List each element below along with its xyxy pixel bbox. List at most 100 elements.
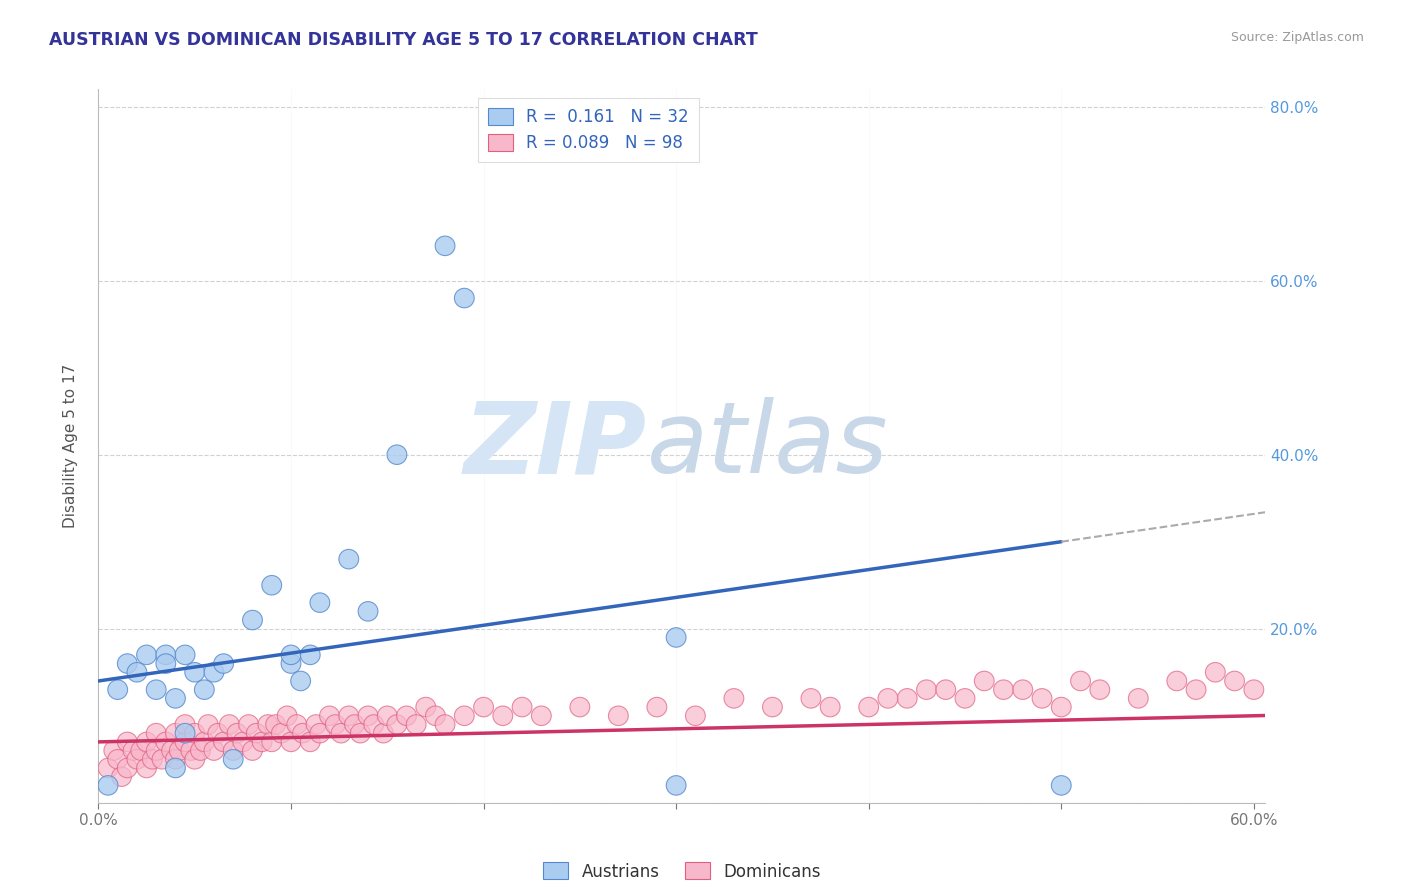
Ellipse shape	[152, 749, 172, 769]
Ellipse shape	[233, 732, 253, 752]
Ellipse shape	[156, 645, 176, 665]
Ellipse shape	[131, 741, 150, 760]
Ellipse shape	[374, 723, 394, 743]
Ellipse shape	[974, 671, 994, 690]
Ellipse shape	[666, 776, 686, 795]
Ellipse shape	[647, 698, 666, 717]
Ellipse shape	[136, 732, 156, 752]
Ellipse shape	[339, 549, 359, 569]
Ellipse shape	[724, 689, 744, 708]
Ellipse shape	[146, 723, 166, 743]
Ellipse shape	[1244, 680, 1264, 699]
Ellipse shape	[301, 732, 321, 752]
Ellipse shape	[184, 723, 205, 743]
Ellipse shape	[156, 732, 176, 752]
Text: AUSTRIAN VS DOMINICAN DISABILITY AGE 5 TO 17 CORRELATION CHART: AUSTRIAN VS DOMINICAN DISABILITY AGE 5 T…	[49, 31, 758, 49]
Ellipse shape	[98, 758, 118, 778]
Ellipse shape	[1032, 689, 1052, 708]
Ellipse shape	[325, 714, 346, 734]
Ellipse shape	[146, 741, 166, 760]
Ellipse shape	[1052, 698, 1071, 717]
Ellipse shape	[1012, 680, 1032, 699]
Ellipse shape	[762, 698, 782, 717]
Ellipse shape	[387, 714, 406, 734]
Ellipse shape	[666, 628, 686, 648]
Ellipse shape	[243, 741, 263, 760]
Ellipse shape	[494, 706, 513, 725]
Ellipse shape	[1167, 671, 1187, 690]
Ellipse shape	[271, 723, 291, 743]
Ellipse shape	[262, 575, 281, 595]
Ellipse shape	[191, 741, 211, 760]
Ellipse shape	[416, 698, 436, 717]
Ellipse shape	[246, 723, 266, 743]
Ellipse shape	[111, 767, 131, 787]
Ellipse shape	[214, 654, 233, 673]
Ellipse shape	[309, 723, 330, 743]
Ellipse shape	[879, 689, 898, 708]
Ellipse shape	[194, 732, 214, 752]
Text: atlas: atlas	[647, 398, 889, 494]
Ellipse shape	[239, 714, 259, 734]
Ellipse shape	[108, 749, 128, 769]
Ellipse shape	[224, 749, 243, 769]
Ellipse shape	[686, 706, 706, 725]
Ellipse shape	[454, 288, 474, 308]
Ellipse shape	[292, 723, 312, 743]
Ellipse shape	[859, 698, 879, 717]
Ellipse shape	[208, 723, 228, 743]
Ellipse shape	[1070, 671, 1091, 690]
Ellipse shape	[252, 732, 271, 752]
Ellipse shape	[281, 645, 301, 665]
Ellipse shape	[396, 706, 416, 725]
Ellipse shape	[1129, 689, 1149, 708]
Ellipse shape	[1225, 671, 1244, 690]
Ellipse shape	[474, 698, 494, 717]
Ellipse shape	[214, 732, 233, 752]
Ellipse shape	[166, 723, 186, 743]
Ellipse shape	[434, 236, 456, 256]
Ellipse shape	[820, 698, 841, 717]
Ellipse shape	[359, 601, 378, 621]
Ellipse shape	[176, 723, 195, 743]
Ellipse shape	[359, 706, 378, 725]
Ellipse shape	[166, 758, 186, 778]
Ellipse shape	[98, 776, 118, 795]
Ellipse shape	[344, 714, 364, 734]
Text: ZIP: ZIP	[464, 398, 647, 494]
Ellipse shape	[897, 689, 917, 708]
Text: Source: ZipAtlas.com: Source: ZipAtlas.com	[1230, 31, 1364, 45]
Ellipse shape	[531, 706, 551, 725]
Ellipse shape	[277, 706, 297, 725]
Ellipse shape	[281, 732, 301, 752]
Ellipse shape	[266, 714, 285, 734]
Ellipse shape	[281, 654, 301, 673]
Ellipse shape	[166, 749, 186, 769]
Ellipse shape	[319, 706, 339, 725]
Ellipse shape	[350, 723, 370, 743]
Ellipse shape	[257, 714, 278, 734]
Ellipse shape	[569, 698, 589, 717]
Y-axis label: Disability Age 5 to 17: Disability Age 5 to 17	[63, 364, 77, 528]
Ellipse shape	[118, 654, 138, 673]
Ellipse shape	[1205, 663, 1225, 682]
Ellipse shape	[136, 758, 156, 778]
Ellipse shape	[332, 723, 352, 743]
Ellipse shape	[228, 723, 247, 743]
Ellipse shape	[426, 706, 446, 725]
Ellipse shape	[309, 593, 330, 613]
Ellipse shape	[118, 732, 138, 752]
Ellipse shape	[936, 680, 956, 699]
Ellipse shape	[609, 706, 628, 725]
Ellipse shape	[224, 741, 243, 760]
Ellipse shape	[142, 749, 162, 769]
Ellipse shape	[146, 680, 166, 699]
Ellipse shape	[169, 741, 190, 760]
Ellipse shape	[801, 689, 821, 708]
Ellipse shape	[301, 645, 321, 665]
Ellipse shape	[184, 749, 205, 769]
Ellipse shape	[204, 663, 224, 682]
Ellipse shape	[307, 714, 326, 734]
Ellipse shape	[287, 714, 307, 734]
Ellipse shape	[176, 714, 195, 734]
